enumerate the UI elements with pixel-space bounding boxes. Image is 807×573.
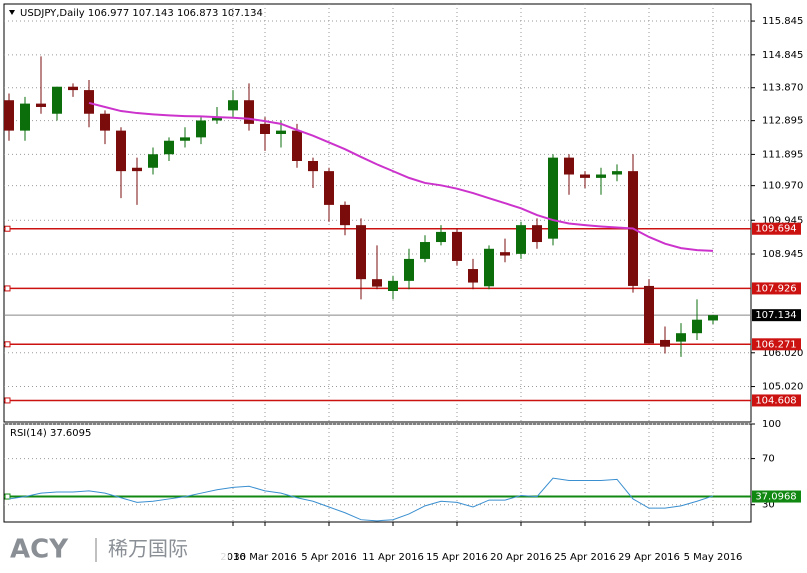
x-tick-label: 20 Apr 2016	[490, 552, 552, 563]
candle-body	[388, 280, 398, 291]
candle-body	[484, 248, 494, 287]
candle-body	[676, 333, 686, 342]
candle-body	[308, 161, 318, 172]
candle-body	[4, 100, 14, 131]
candle-body	[68, 86, 78, 91]
last-price-label: 107.134	[755, 310, 796, 321]
candle-body	[580, 174, 590, 178]
candle-body	[276, 130, 286, 134]
level-marker	[4, 493, 11, 500]
candle-body	[20, 103, 30, 131]
last-price-tag	[752, 309, 801, 322]
candle-body	[100, 113, 110, 131]
candle-body	[420, 242, 430, 259]
chart-title: USDJPY,Daily 106.977 107.143 106.873 107…	[20, 8, 263, 19]
candle-body	[52, 86, 62, 114]
y-tick-label: 110.970	[762, 181, 803, 192]
y-tick-label: 30	[762, 500, 775, 511]
watermark-bg	[0, 526, 228, 573]
candle-body	[164, 140, 174, 155]
candle-body	[212, 117, 222, 121]
price-pane	[3, 3, 752, 423]
y-tick-label: 100	[762, 419, 781, 430]
y-tick-label: 115.845	[762, 16, 803, 27]
level-label: 106.271	[755, 339, 796, 350]
y-tick-label: 109.945	[762, 215, 803, 226]
candle-body	[84, 90, 94, 114]
level-label: 107.926	[755, 283, 796, 294]
candle-body	[340, 204, 350, 226]
candle-body	[644, 285, 654, 344]
candle-body	[564, 157, 574, 175]
rsi-line	[8, 477, 714, 522]
rsi-pane	[3, 423, 752, 523]
candle-body	[356, 225, 366, 280]
candle-body	[244, 100, 254, 124]
candle-body	[468, 269, 478, 283]
candle-body	[196, 120, 206, 138]
candle-body	[116, 130, 126, 172]
moving-average	[88, 101, 714, 252]
candle-body	[36, 103, 46, 107]
candle-body	[148, 154, 158, 168]
candle-body	[708, 315, 718, 321]
y-tick-label: 112.895	[762, 116, 803, 127]
level-tag	[752, 490, 801, 503]
candle-body	[180, 137, 190, 141]
candle-body	[500, 252, 510, 256]
watermark: ACY 稀万国际	[0, 526, 228, 573]
level-marker	[4, 397, 11, 404]
y-tick-label: 70	[762, 454, 775, 465]
candle-body	[596, 174, 606, 178]
level-marker	[4, 341, 11, 348]
candle-body	[692, 319, 702, 334]
x-tick-label: 5 Apr 2016	[301, 552, 356, 563]
x-tick-label: 29 Apr 2016	[618, 552, 680, 563]
candle-body	[516, 225, 526, 254]
y-tick-label: 105.020	[762, 382, 803, 393]
menu-arrow	[9, 10, 15, 15]
level-label: 37.0968	[755, 492, 796, 503]
candle-body	[324, 171, 334, 205]
candle-body	[452, 231, 462, 261]
y-tick-label: 111.895	[762, 149, 803, 160]
candle-body	[228, 100, 238, 111]
candle-body	[132, 167, 142, 172]
candle-body	[372, 279, 382, 287]
x-tick-label: 11 Apr 2016	[362, 552, 424, 563]
level-tag	[752, 222, 801, 235]
candle-body	[660, 339, 670, 347]
candle-body	[292, 130, 302, 162]
x-tick-label: 25 Apr 2016	[554, 552, 616, 563]
level-label: 104.608	[755, 395, 796, 406]
candle-body	[436, 231, 446, 243]
x-tick-label: 15 Apr 2016	[426, 552, 488, 563]
x-tick-label: 5 May 2016	[684, 552, 743, 563]
candle-body	[260, 123, 270, 134]
y-tick-label: 113.870	[762, 83, 803, 94]
level-tag	[752, 394, 801, 407]
rsi-title: RSI(14) 37.6095	[10, 428, 91, 439]
candle-body	[404, 258, 414, 281]
candle-body	[532, 225, 542, 243]
level-marker	[4, 225, 11, 232]
y-tick-label: 106.020	[762, 348, 803, 359]
level-tag	[752, 282, 801, 295]
y-tick-label: 114.845	[762, 50, 803, 61]
watermark-text: 稀万国际	[108, 537, 188, 561]
watermark-brand: ACY	[10, 535, 69, 565]
level-label: 109.694	[755, 224, 796, 235]
x-tick-label: 30 Mar 2016	[233, 552, 296, 563]
y-tick-label: 108.945	[762, 249, 803, 260]
level-tag	[752, 338, 801, 351]
x-tick-label: 2016	[220, 552, 245, 563]
candle-body	[548, 157, 558, 239]
candle-body	[612, 171, 622, 175]
level-marker	[4, 285, 11, 292]
